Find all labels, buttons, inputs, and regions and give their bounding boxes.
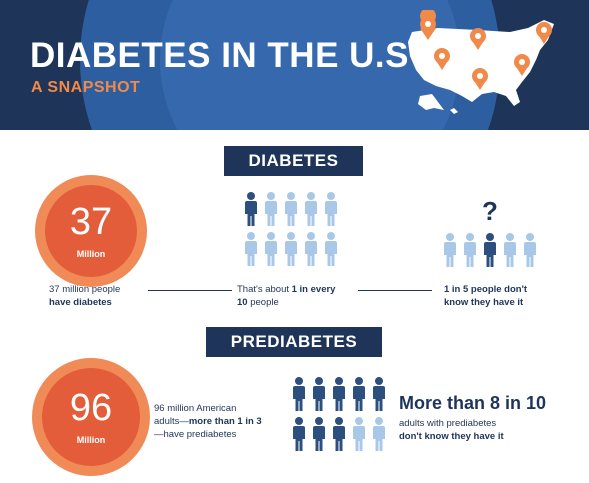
unaware-caption: 1 in 5 people don't know they have it (444, 283, 527, 309)
ratio-bold: 1 in every (291, 284, 336, 295)
person-icon (444, 233, 456, 267)
person-icon (285, 192, 297, 226)
divider-line (358, 290, 432, 291)
person-icon (305, 192, 317, 226)
ratio-line2-bold: 10 (237, 297, 248, 308)
ratio-prefix: That's about (237, 284, 292, 295)
diabetes-banner: DIABETES (224, 146, 363, 176)
person-icon (293, 377, 305, 411)
person-icon (313, 377, 325, 411)
us-map-icon (408, 10, 554, 114)
prediabetes-circle-inner: 96 Million (42, 368, 140, 466)
person-icon (245, 192, 257, 226)
diabetes-unit: Million (76, 249, 106, 259)
person-icon (305, 232, 317, 266)
prediabetes-circle: 96 Million (32, 358, 150, 476)
diabetes-circle: 37 Million (35, 175, 147, 287)
person-icon (484, 233, 496, 267)
unaware-line1: 1 in 5 people don't (444, 284, 528, 295)
person-icon (504, 233, 516, 267)
diabetes-caption: 37 million people have diabetes (49, 283, 120, 309)
diabetes-caption-line1: 37 million people (49, 284, 121, 295)
people-grid-8-in-10 (293, 377, 385, 451)
people-grid-1-in-10 (245, 192, 337, 266)
diabetes-circle-inner: 37 Million (45, 185, 137, 277)
header-glow-inner (160, 0, 460, 130)
prediabetes-stat-line1: adults with prediabetes (399, 418, 497, 429)
person-icon (265, 232, 277, 266)
prediabetes-number: 96 (69, 387, 113, 429)
person-icon (313, 417, 325, 451)
divider-line (148, 290, 232, 291)
person-icon (245, 232, 257, 266)
question-mark-icon: ? (482, 196, 498, 226)
person-icon (373, 377, 385, 411)
person-icon (325, 232, 337, 266)
person-icon (524, 233, 536, 267)
person-icon (333, 417, 345, 451)
person-icon (293, 417, 305, 451)
unaware-line2: know they have it (444, 297, 524, 308)
prediabetes-caption-bold: more than 1 in 3 (188, 416, 262, 427)
person-icon (265, 192, 277, 226)
prediabetes-caption-line3: —have prediabetes (154, 429, 237, 440)
person-icon (353, 417, 365, 451)
person-icon (464, 233, 476, 267)
person-icon (325, 192, 337, 226)
prediabetes-banner: PREDIABETES (206, 327, 382, 357)
page-subtitle: A SNAPSHOT (31, 79, 141, 96)
prediabetes-caption-line1: 96 million American (154, 403, 237, 414)
ratio-caption: That's about 1 in every 10 people (237, 283, 335, 309)
prediabetes-caption-prefix: adults— (154, 416, 189, 427)
page-title: DIABETES IN THE U.S (30, 36, 409, 75)
diabetes-number: 37 (69, 201, 113, 243)
prediabetes-unit: Million (76, 435, 106, 445)
person-icon (285, 232, 297, 266)
prediabetes-stat-line2: don't know they have it (399, 431, 504, 442)
header-banner: DIABETES IN THE U.S A SNAPSHOT (0, 0, 589, 130)
prediabetes-stat-caption: adults with prediabetes don't know they … (399, 417, 504, 443)
prediabetes-caption: 96 million American adults—more than 1 i… (154, 402, 262, 441)
person-icon (333, 377, 345, 411)
diabetes-caption-line2: have diabetes (49, 297, 112, 308)
person-icon (373, 417, 385, 451)
person-icon (353, 377, 365, 411)
ratio-line2-rest: people (247, 297, 279, 308)
people-row-1-in-5 (444, 233, 536, 267)
prediabetes-stat-title: More than 8 in 10 (399, 393, 547, 413)
